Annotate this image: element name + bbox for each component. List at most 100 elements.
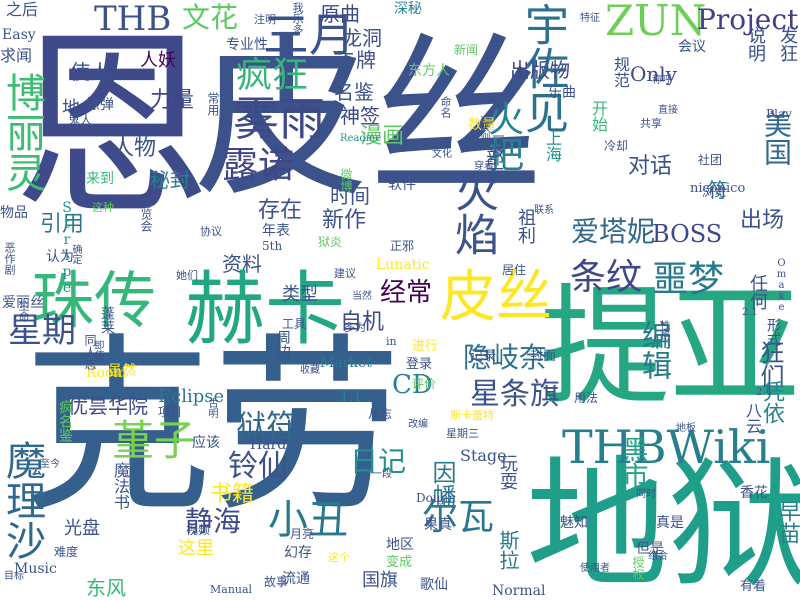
word: BOSS <box>652 220 723 248</box>
word: 歌仙 <box>420 577 448 593</box>
word: 克劳 <box>22 317 403 538</box>
word: 地狱 <box>526 443 800 600</box>
word: 深秘 <box>394 1 422 17</box>
word: 联系 <box>534 205 554 216</box>
word: in <box>386 335 397 348</box>
word: 恶作剧 <box>3 242 16 275</box>
word: 特征 <box>580 13 600 24</box>
word: Project <box>697 3 799 36</box>
word: 授权 <box>631 556 645 580</box>
word: 软件 <box>388 177 416 193</box>
word: 原曲 <box>320 2 360 26</box>
word: 漫画 <box>360 124 405 149</box>
word: 美国 <box>760 110 793 166</box>
word: 狱符 <box>236 409 296 444</box>
word: 雾雨 <box>233 92 325 146</box>
word: 冷却 <box>604 139 629 153</box>
word: 果真 <box>424 517 452 533</box>
word: 使用者 <box>580 563 610 574</box>
word: 魅知 <box>560 515 588 531</box>
word: THB <box>94 0 172 39</box>
word: 地板 <box>676 423 696 434</box>
word: 居住 <box>502 263 527 277</box>
word: 同时 <box>636 489 656 500</box>
word: 2.1 <box>742 307 758 318</box>
word: 魔理沙 <box>0 440 45 560</box>
word: 进行 <box>412 339 439 354</box>
word: 虽然 <box>108 363 136 379</box>
word: 新闻 <box>454 43 479 57</box>
word: 文花 <box>182 1 239 34</box>
word: 目标 <box>4 571 24 582</box>
word: 规范 <box>611 56 630 88</box>
word: 类型 <box>282 284 318 305</box>
word: 年表 <box>262 223 290 239</box>
word: 常用 <box>206 92 220 116</box>
word: 斯卡蕾特 <box>450 409 494 422</box>
word: 存在 <box>258 198 303 223</box>
word: 因幡 <box>428 460 456 508</box>
word: 视频 <box>186 523 211 537</box>
word: 使人 <box>70 60 110 84</box>
word: 火焰 <box>447 168 498 256</box>
word: 八云 <box>743 402 762 434</box>
word: 资料 <box>222 252 262 276</box>
word: 形式 <box>765 318 781 346</box>
word: 2.4 <box>756 387 772 398</box>
word: 东风 <box>86 576 126 600</box>
word: 凭依 <box>759 380 784 424</box>
word: 即使 <box>92 340 103 360</box>
word: 露诺 <box>222 145 295 186</box>
word: 人物 <box>112 136 157 161</box>
word: 数量 <box>468 117 496 133</box>
word: 日记 <box>350 445 407 478</box>
word: 建议 <box>334 267 356 280</box>
word: 这种 <box>92 201 114 214</box>
word: 书籍 <box>210 482 255 507</box>
word: 1.1 <box>340 389 363 405</box>
word: 名鉴 <box>334 80 374 104</box>
word: 说明 <box>745 26 766 62</box>
word: 静海 <box>185 505 242 538</box>
word: 玩耍 <box>497 454 518 490</box>
word: 对话 <box>628 154 673 179</box>
word: 星条旗 <box>470 377 560 412</box>
word: 生命 <box>17 300 30 322</box>
word: Music <box>14 561 57 577</box>
word: 评价 <box>412 377 437 391</box>
word: 从志 <box>368 407 393 421</box>
word: 出版物 <box>510 58 570 82</box>
word: 直接 <box>658 105 678 116</box>
word: 文化 <box>432 149 452 160</box>
word: 地区 <box>386 537 414 553</box>
word: 提亚 <box>540 271 800 423</box>
word: 蓬莱 <box>99 306 115 334</box>
word: 之后 <box>6 0 39 19</box>
word: 项目 <box>158 405 183 419</box>
word: 上海 <box>543 130 562 162</box>
word: CD <box>392 370 433 400</box>
word: 古明 <box>206 398 217 418</box>
word: 斯拉 <box>496 530 520 570</box>
word: 求闻 <box>0 46 33 65</box>
word: 隐岐奈 <box>463 341 548 374</box>
word: 工具 <box>282 317 307 331</box>
word: 疯名鉴 <box>57 400 73 442</box>
word: Doujin <box>416 491 456 505</box>
word: 香花 <box>740 485 768 501</box>
word: 三月 <box>263 8 355 62</box>
word: 神签 <box>340 104 380 128</box>
word: Easy <box>2 27 36 43</box>
word: 光盘 <box>64 518 100 539</box>
word: 5th <box>262 239 283 253</box>
word: 流通 <box>282 571 310 587</box>
word: 发狂 <box>777 26 798 62</box>
word: ZUN <box>605 0 707 45</box>
word: Omake <box>776 258 787 313</box>
word: 注明 <box>254 13 276 26</box>
word: Stage <box>460 446 507 465</box>
word: 月亮 <box>290 527 315 541</box>
word: 鬼人 <box>68 113 93 127</box>
word: 恩 <box>12 11 213 244</box>
